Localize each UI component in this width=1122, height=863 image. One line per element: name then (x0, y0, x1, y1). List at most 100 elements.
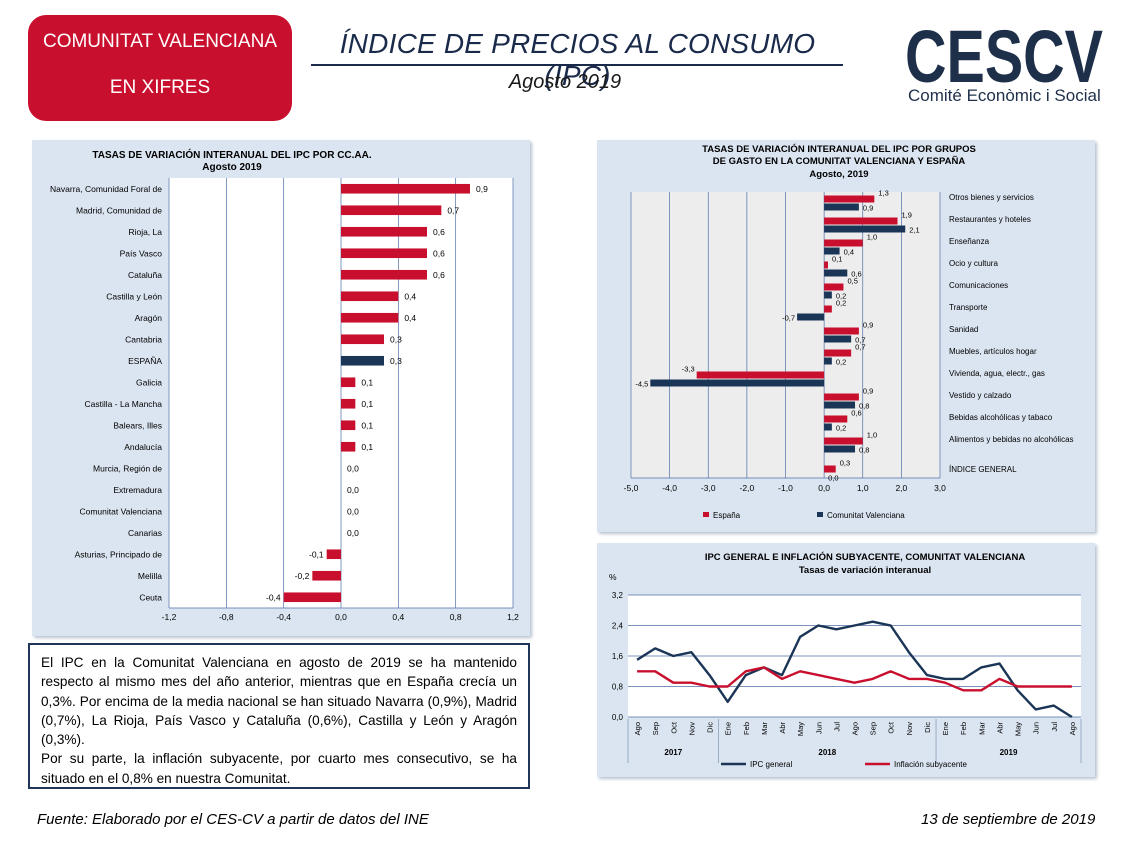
chart1-category-label: Melilla (138, 571, 162, 581)
chart1-value-label: 0,1 (361, 420, 373, 430)
chart1-value-label: 0,6 (433, 227, 445, 237)
chart1-value-label: 0,9 (476, 184, 488, 194)
chart1-bar (341, 398, 356, 409)
chart2-bar (696, 371, 825, 379)
chart1-value-label: -0,2 (295, 571, 310, 581)
chart1-title: TASAS DE VARIACIÓN INTERANUAL DEL IPC PO… (92, 148, 371, 161)
chart2-bar (824, 247, 840, 255)
ccaa-chart-panel: TASAS DE VARIACIÓN INTERANUAL DEL IPC PO… (32, 140, 530, 636)
chart3-x-tick-label: Ene (724, 722, 733, 735)
chart2-x-tick-label: 2,0 (895, 483, 907, 493)
chart3-y-tick-label: 2,4 (612, 622, 624, 631)
chart1-bar (341, 312, 399, 323)
chart2-bar (824, 239, 863, 247)
chart2-category-label: Transporte (949, 303, 988, 312)
chart1-bar (341, 441, 356, 452)
logo-subtitle: Comité Econòmic i Social (908, 86, 1101, 105)
summary-paragraph-2: Por su parte, la inflación subyacente, p… (41, 751, 517, 786)
chart2-value-label: 1,0 (867, 233, 877, 242)
chart1-category-label: Madrid, Comunidad de (76, 205, 162, 215)
chart1-bar (341, 377, 356, 388)
chart1-bar (341, 420, 356, 431)
chart2-bar (824, 269, 848, 277)
chart1-x-tick-label: 0,4 (392, 612, 404, 622)
chart2-category-label: Vivienda, agua, electr., gas (949, 369, 1045, 378)
chart2-value-label: 0,2 (836, 292, 846, 301)
chart3-x-tick-label: Sep (651, 722, 660, 735)
chart1-category-label: Asturias, Principado de (75, 549, 163, 559)
chart2-x-tick-label: 1,0 (857, 483, 869, 493)
chart1-value-label: 0,3 (390, 334, 402, 344)
chart2-bar (824, 357, 832, 365)
chart2-value-label: 0,9 (863, 204, 873, 213)
chart3-x-tick-label: Ago (1068, 722, 1077, 735)
chart2-value-label: -4,5 (635, 380, 648, 389)
chart2-bar (824, 415, 848, 423)
chart2-category-label: Sanidad (949, 325, 978, 334)
chart1-bar (283, 592, 341, 603)
chart3-y-tick-label: 0,0 (612, 713, 624, 722)
chart2-bar (824, 423, 832, 431)
chart2-title-line2: DE GASTO EN LA COMUNITAT VALENCIANA Y ES… (713, 156, 966, 167)
chart3-title: IPC GENERAL E INFLACIÓN SUBYACENTE, COMU… (705, 551, 1026, 563)
chart1-category-label: Cataluña (128, 270, 162, 280)
groups-chart-panel: TASAS DE VARIACIÓN INTERANUAL DEL IPC PO… (597, 140, 1095, 532)
chart1-value-label: 0,0 (347, 528, 359, 538)
region-badge: COMUNITAT VALENCIANA EN XIFRES (28, 15, 292, 121)
chart3-series-line (637, 666, 1072, 692)
chart2-value-label: 0,8 (859, 446, 869, 455)
chart2-bar (824, 283, 844, 291)
chart3-year-label: 2018 (818, 748, 836, 757)
chart1-x-tick-label: 0,0 (335, 612, 347, 622)
chart3-x-tick-label: Dic (706, 722, 715, 733)
cescv-logo: CESCV (905, 16, 1103, 98)
chart1-value-label: 0,1 (361, 442, 373, 452)
chart3-x-tick-label: Oct (887, 721, 896, 734)
chart2-bar (824, 203, 859, 211)
chart3-x-tick-label: Dic (923, 722, 932, 733)
chart1-bar (341, 205, 442, 216)
chart2-legend-label: España (713, 511, 741, 520)
chart3-x-tick-label: Nov (905, 722, 914, 736)
chart3-x-tick-label: Abr (995, 721, 1004, 733)
page-subtitle: Agosto 2019 (508, 71, 622, 93)
chart1-value-label: 0,4 (404, 291, 416, 301)
chart1-category-label: País Vasco (120, 248, 163, 258)
chart1-bar (341, 248, 427, 259)
logo-text: CESCV (905, 16, 1103, 98)
chart1-value-label: 0,6 (433, 270, 445, 280)
chart2-value-label: 1,0 (867, 431, 877, 440)
chart3-year-label: 2017 (664, 748, 682, 757)
chart2-value-label: 0,0 (828, 474, 838, 483)
chart3-x-tick-label: Ene (941, 722, 950, 735)
chart2-value-label: 0,6 (851, 409, 861, 418)
chart3-legend-label: Inflación subyacente (894, 760, 967, 769)
chart3-y-tick-label: 0,8 (612, 683, 624, 692)
summary-paragraph-1: El IPC en la Comunitat Valenciana en ago… (41, 655, 517, 748)
chart1-category-label: ESPAÑA (128, 356, 162, 366)
chart1-value-label: -0,4 (266, 592, 281, 602)
chart2-category-label: Ocio y cultura (949, 259, 998, 268)
chart2-bar (824, 291, 832, 299)
chart2-value-label: 0,5 (847, 277, 857, 286)
chart1-value-label: 0,4 (404, 313, 416, 323)
chart1-category-label: Aragón (135, 313, 163, 323)
chart2-bar (824, 349, 852, 357)
chart1-x-tick-label: 0,8 (450, 612, 462, 622)
chart2-value-label: -3,3 (682, 365, 695, 374)
chart3-x-tick-label: Sep (869, 722, 878, 735)
chart3-x-tick-label: May (796, 722, 805, 736)
chart2-value-label: 0,6 (851, 270, 861, 279)
chart3-x-tick-label: Nov (687, 722, 696, 736)
chart1-x-tick-label: -0,4 (276, 612, 291, 622)
chart2-bar (824, 393, 859, 401)
chart3-x-tick-label: Mar (977, 722, 986, 735)
chart2-value-label: 0,1 (832, 255, 842, 264)
badge-line1: COMUNITAT VALENCIANA (42, 31, 277, 52)
chart1-value-label: 0,1 (361, 399, 373, 409)
publication-date: 13 de septiembre de 2019 (921, 811, 1096, 828)
source-note: Fuente: Elaborado por el CES-CV a partir… (37, 811, 429, 828)
chart1-bar (341, 226, 427, 237)
chart2-category-label: Alimentos y bebidas no alcohólicas (949, 435, 1074, 444)
chart2-bar (824, 465, 836, 473)
